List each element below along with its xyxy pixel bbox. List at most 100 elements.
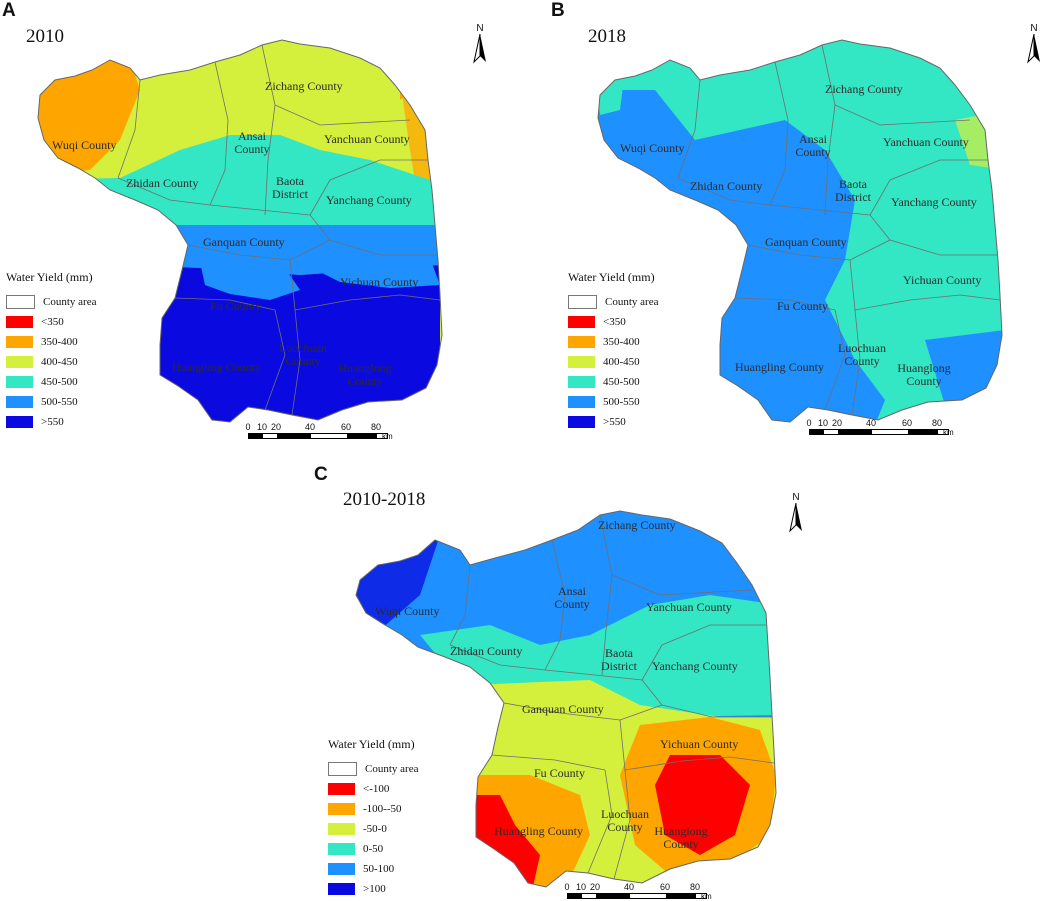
legend-item: 500-550 [6, 394, 96, 409]
county-label-luochuan-text: Luochuan County [279, 341, 327, 368]
north-label: N [476, 23, 484, 34]
legend-item-county-area: County area [6, 294, 96, 309]
scale-tick: 20 [589, 882, 601, 892]
legend-swatch [6, 375, 33, 388]
legend-item: <-100 [328, 781, 418, 796]
legend-item: <350 [568, 314, 658, 329]
county-label-ansai: Ansai County [793, 133, 833, 159]
county-label-huangling: Huangling County [735, 360, 824, 374]
county-label-ansai-text: Ansai County [234, 129, 270, 156]
legend-swatch [328, 802, 355, 815]
county-label-wuqi: Wuqi County [52, 138, 117, 152]
legend-swatch [328, 862, 355, 875]
county-label-luochuan: Luochuan County [600, 808, 650, 834]
legend-item: 400-450 [568, 354, 658, 369]
county-label-huanglong: Huanglong County [334, 362, 396, 388]
legend-label: -50-0 [363, 822, 387, 835]
legend-label: 350-400 [41, 335, 78, 348]
county-label-yichuan: Yichuan County [340, 275, 419, 289]
water-yield-map [597, 39, 1003, 423]
panel-a: A 2010 [0, 0, 520, 450]
scale-bar-graphic [567, 893, 707, 899]
county-label-fu: Fu County [534, 766, 586, 780]
county-label-baota-text: Baota District [601, 646, 637, 673]
map-legend: Water Yield (mm) County area <350 350-40… [568, 270, 658, 434]
county-label-luochuan-text: Luochuan County [838, 341, 886, 368]
legend-swatch [328, 782, 355, 795]
legend-label: 500-550 [603, 395, 640, 408]
legend-label: 450-500 [603, 375, 640, 388]
legend-label: <350 [41, 315, 64, 328]
legend-swatch [568, 294, 597, 309]
scale-bar-graphic [248, 433, 388, 439]
scale-tick: 20 [831, 418, 843, 428]
county-label-huanglong-text: Huanglong County [897, 361, 951, 388]
legend-swatch [6, 315, 33, 328]
county-label-baota: Baota District [829, 178, 877, 204]
map-legend: Water Yield (mm) County area <-100 -100-… [328, 737, 418, 901]
scale-tick: 40 [623, 882, 635, 892]
legend-swatch [328, 882, 355, 895]
legend-swatch [568, 335, 595, 348]
county-label-yanchang: Yanchang County [652, 659, 738, 673]
scale-tick: 0 [806, 418, 812, 428]
map-year: 2010 [26, 26, 64, 47]
legend-label: 0-50 [363, 842, 384, 855]
county-label-yichuan: Yichuan County [903, 273, 982, 287]
legend-item: 450-500 [568, 374, 658, 389]
north-arrow-icon: N [470, 24, 490, 69]
north-label: N [792, 492, 800, 503]
legend-item-county-area: County area [568, 294, 658, 309]
legend-item: -50-0 [328, 821, 418, 836]
legend-swatch [6, 355, 33, 368]
north-arrow-icon: N [1024, 24, 1044, 69]
legend-label: -100--50 [363, 802, 402, 815]
county-label-ansai: Ansai County [552, 585, 592, 611]
scale-tick: 60 [659, 882, 671, 892]
legend-item: -100--50 [328, 801, 418, 816]
legend-swatch [6, 294, 35, 309]
legend-label: County area [365, 762, 419, 775]
legend-item: <350 [6, 314, 96, 329]
scale-bar-graphic [809, 429, 949, 435]
panel-c: C 2010-2018 [290, 455, 820, 901]
county-label-zichang: Zichang County [825, 82, 903, 96]
county-label-zhidan: Zhidan County [126, 176, 199, 190]
north-arrow-icon: N [786, 493, 806, 538]
legend-swatch [568, 415, 595, 428]
scale-tick: 0 [245, 422, 251, 432]
scale-tick: 60 [340, 422, 352, 432]
legend-swatch [568, 375, 595, 388]
county-label-huanglong: Huanglong County [650, 825, 712, 851]
scale-tick: 10 [256, 422, 268, 432]
county-label-zichang: Zichang County [598, 518, 676, 532]
county-label-baota-text: Baota District [272, 174, 308, 201]
county-label-ganquan: Ganquan County [765, 235, 847, 249]
legend-label: 450-500 [41, 375, 78, 388]
legend-swatch [328, 822, 355, 835]
county-label-ganquan: Ganquan County [522, 702, 604, 716]
county-label-zhidan: Zhidan County [690, 179, 763, 193]
legend-item: 350-400 [6, 334, 96, 349]
scale-tick: 20 [270, 422, 282, 432]
county-label-yanchang: Yanchang County [891, 195, 977, 209]
legend-item: 0-50 [328, 841, 418, 856]
legend-label: 500-550 [41, 395, 78, 408]
legend-label: 350-400 [603, 335, 640, 348]
county-label-luochuan-text: Luochuan County [601, 807, 649, 834]
legend-swatch [6, 335, 33, 348]
legend-item: >550 [6, 414, 96, 429]
scale-bar: 0 10 20 40 60 80 km [806, 418, 953, 437]
scale-tick: 80 [689, 882, 701, 892]
scale-tick: 80 [931, 418, 943, 428]
legend-label: County area [43, 295, 97, 308]
legend-item: 500-550 [568, 394, 658, 409]
legend-title: Water Yield (mm) [568, 270, 655, 284]
legend-swatch [328, 842, 355, 855]
legend-item: 50-100 [328, 861, 418, 876]
county-label-baota-text: Baota District [835, 177, 871, 204]
legend-swatch [6, 395, 33, 408]
water-yield-map [37, 39, 443, 423]
legend-item: 400-450 [6, 354, 96, 369]
legend-label: >100 [363, 882, 386, 895]
